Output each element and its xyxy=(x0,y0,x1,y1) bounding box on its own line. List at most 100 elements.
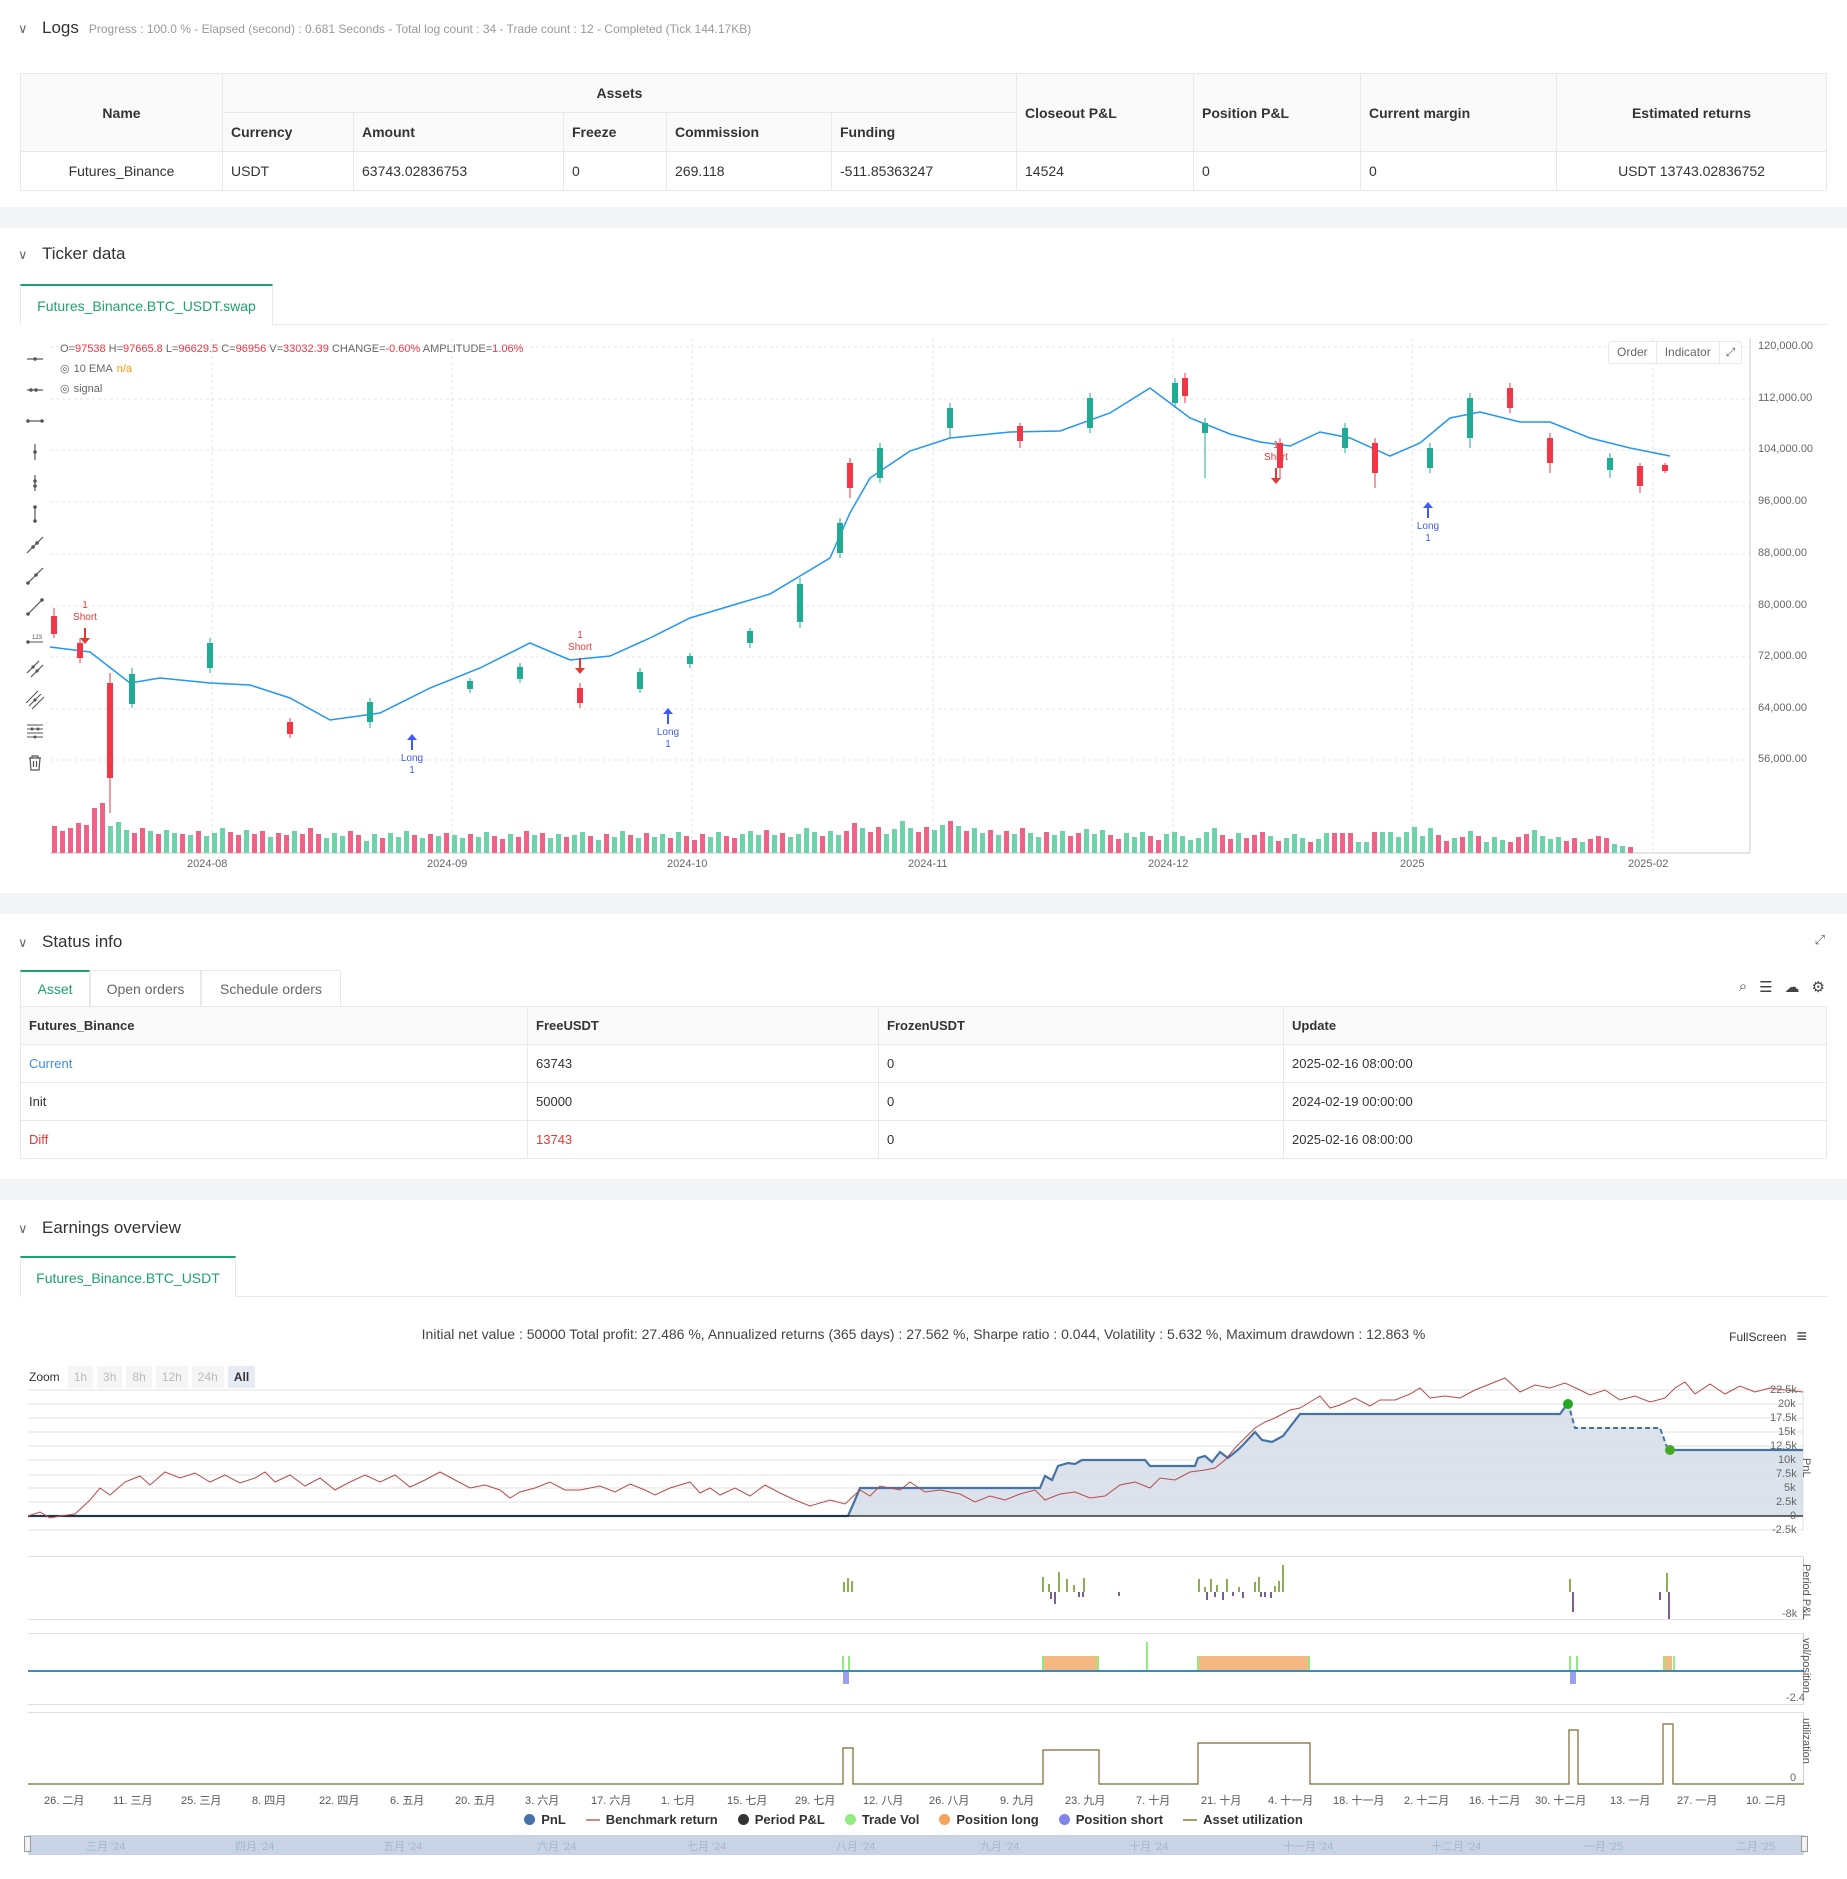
utilization-tick: 0 xyxy=(1790,1772,1797,1784)
performance-charts xyxy=(27,1377,1804,1531)
chevron-down-icon[interactable]: ∨ xyxy=(18,21,28,36)
legend-pnl[interactable]: PnL xyxy=(524,1812,566,1827)
price-line-icon[interactable]: 123 xyxy=(24,627,46,649)
parallel-line-icon[interactable] xyxy=(24,658,46,680)
tab-schedule-orders[interactable]: Schedule orders xyxy=(201,970,341,1006)
earnings-summary: Initial net value : 50000 Total profit: … xyxy=(421,1326,1426,1342)
legend-position-long[interactable]: Position long xyxy=(939,1812,1039,1827)
menu-icon[interactable]: ≡ xyxy=(1796,1326,1807,1346)
vertical-line-icon[interactable] xyxy=(24,472,46,494)
earnings-header[interactable]: ∨ Earnings overview xyxy=(18,1218,181,1238)
price-channel-icon[interactable] xyxy=(24,689,46,711)
horizontal-line-icon[interactable] xyxy=(24,379,46,401)
trash-icon[interactable] xyxy=(24,751,46,773)
period-pnl-bars xyxy=(843,1565,1670,1619)
vertical-ray-icon[interactable] xyxy=(24,441,46,463)
ticker-header[interactable]: ∨ Ticker data xyxy=(18,244,125,264)
zoom-controls: Zoom 1h 3h 8h 12h 24h All xyxy=(29,1366,259,1388)
col-currency: Currency xyxy=(222,112,354,152)
col-update: Update xyxy=(1283,1006,1827,1045)
indicator-button[interactable]: Indicator xyxy=(1657,342,1720,363)
logs-title: Logs xyxy=(42,18,79,37)
cell-position: 0 xyxy=(1193,151,1361,191)
legend-period-pnl[interactable]: Period P&L xyxy=(737,1812,825,1827)
fullscreen-icon[interactable]: ⤢ xyxy=(1814,932,1825,947)
chevron-down-icon[interactable]: ∨ xyxy=(18,935,28,950)
fibonacci-line-icon[interactable] xyxy=(24,720,46,742)
col-free: FreeUSDT xyxy=(527,1006,879,1045)
zoom-all[interactable]: All xyxy=(227,1366,256,1388)
chart-canvas xyxy=(50,338,1751,854)
table-row: Current 63743 0 2025-02-16 08:00:00 xyxy=(20,1044,1827,1083)
circle-icon xyxy=(939,1814,951,1825)
search-icon[interactable]: ⌕ xyxy=(1738,978,1748,995)
status-header[interactable]: ∨ Status info xyxy=(18,932,122,952)
cell-amount: 63743.02836753 xyxy=(353,151,564,191)
expand-icon[interactable]: ⤢ xyxy=(1725,345,1736,359)
table-tools: ⌕ ☰ ☁ ⚙ xyxy=(1739,978,1825,996)
signal-markers xyxy=(80,468,1433,750)
tab-btc-usdt[interactable]: Futures_Binance.BTC_USDT xyxy=(20,1256,236,1297)
col-assets: Assets xyxy=(222,73,1017,113)
row-label-init: Init xyxy=(20,1082,528,1121)
status-section: ∨ Status info ⤢ Asset Open orders Schedu… xyxy=(0,914,1847,1179)
eye-icon[interactable]: ◎ xyxy=(60,383,70,395)
zoom-3h[interactable]: 3h xyxy=(97,1366,123,1388)
utilization-bars xyxy=(28,1723,1804,1785)
long-signal-label: Long 1 xyxy=(1416,521,1440,544)
candles xyxy=(51,373,1668,813)
utilization-pane xyxy=(28,1712,1804,1785)
fullscreen-button[interactable]: FullScreen xyxy=(1729,1329,1787,1344)
ticker-title: Ticker data xyxy=(42,244,126,263)
cloud-download-icon[interactable]: ☁ xyxy=(1784,979,1800,996)
zoom-24h[interactable]: 24h xyxy=(191,1366,224,1388)
cell-margin: 0 xyxy=(1360,151,1557,191)
ema-indicator-legend[interactable]: ◎ 10 EMA n/a xyxy=(60,362,133,376)
navigator-right-handle[interactable] xyxy=(1801,1836,1808,1852)
eye-icon[interactable]: ◎ xyxy=(60,363,70,375)
logs-section: ∨ Logs Progress : 100.0 % - Elapsed (sec… xyxy=(0,0,1847,207)
row-label-current[interactable]: Current xyxy=(20,1044,528,1083)
tab-open-orders[interactable]: Open orders xyxy=(90,970,201,1006)
ticker-section: ∨ Ticker data Futures_Binance.BTC_USDT.s… xyxy=(0,228,1847,893)
vertical-segment-icon[interactable] xyxy=(24,503,46,525)
legend-position-short[interactable]: Position short xyxy=(1058,1812,1163,1827)
legend-benchmark[interactable]: Benchmark return xyxy=(585,1812,718,1827)
range-navigator[interactable]: 三月 '24 四月 '24 五月 '24 六月 '24 七月 '24 八月 '2… xyxy=(24,1835,1808,1855)
tab-asset[interactable]: Asset xyxy=(20,970,90,1006)
trend-line-icon[interactable] xyxy=(24,534,46,556)
legend-trade-vol[interactable]: Trade Vol xyxy=(844,1812,919,1827)
ohlc-legend: O=97538 H=97665.8 L=96629.5 C=96956 V=33… xyxy=(60,343,524,355)
period-pnl-pane xyxy=(28,1556,1804,1620)
ray-line-icon[interactable] xyxy=(24,565,46,587)
horizontal-ray-icon[interactable] xyxy=(24,348,46,370)
logs-header[interactable]: ∨ Logs Progress : 100.0 % - Elapsed (sec… xyxy=(18,18,751,38)
zoom-12h[interactable]: 12h xyxy=(155,1366,188,1388)
zoom-1h[interactable]: 1h xyxy=(67,1366,94,1388)
columns-icon[interactable]: ☰ xyxy=(1759,979,1773,996)
segment-line-icon[interactable] xyxy=(24,596,46,618)
circle-icon xyxy=(737,1814,749,1825)
navigator-left-handle[interactable] xyxy=(24,1836,31,1852)
chart-legend: PnL Benchmark return Period P&L Trade Vo… xyxy=(0,1812,1847,1827)
tab-btc-usdt-swap[interactable]: Futures_Binance.BTC_USDT.swap xyxy=(20,284,273,325)
col-name: Name xyxy=(20,73,223,152)
zoom-8h[interactable]: 8h xyxy=(126,1366,152,1388)
signal-indicator-legend[interactable]: ◎ signal xyxy=(60,382,103,396)
utilization-axis-title: utilization xyxy=(1800,1718,1812,1764)
legend-asset-utilization[interactable]: Asset utilization xyxy=(1183,1812,1303,1827)
vol-position-pane xyxy=(28,1633,1804,1705)
cell-commission: 269.118 xyxy=(666,151,832,191)
col-funding: Funding xyxy=(831,112,1017,152)
chevron-down-icon[interactable]: ∨ xyxy=(18,247,28,262)
chevron-down-icon[interactable]: ∨ xyxy=(18,1221,28,1236)
earnings-time-axis: 26. 二月 11. 三月 25. 三月 8. 四月 22. 四月 6. 五月 … xyxy=(44,1795,1787,1807)
assets-table: Name Assets Closeout P&L Position P&L Cu… xyxy=(20,73,1827,191)
horizontal-segment-icon[interactable] xyxy=(24,410,46,432)
cell-currency: USDT xyxy=(222,151,354,191)
candlestick-chart[interactable]: 1 Short Long 1 1 Short Long 1 1 Short Long 1 O… xyxy=(50,338,1813,883)
gear-icon[interactable]: ⚙ xyxy=(1811,979,1825,996)
order-button[interactable]: Order xyxy=(1609,342,1657,363)
col-position: Position P&L xyxy=(1193,73,1361,152)
cell-funding: -511.85363247 xyxy=(831,151,1017,191)
